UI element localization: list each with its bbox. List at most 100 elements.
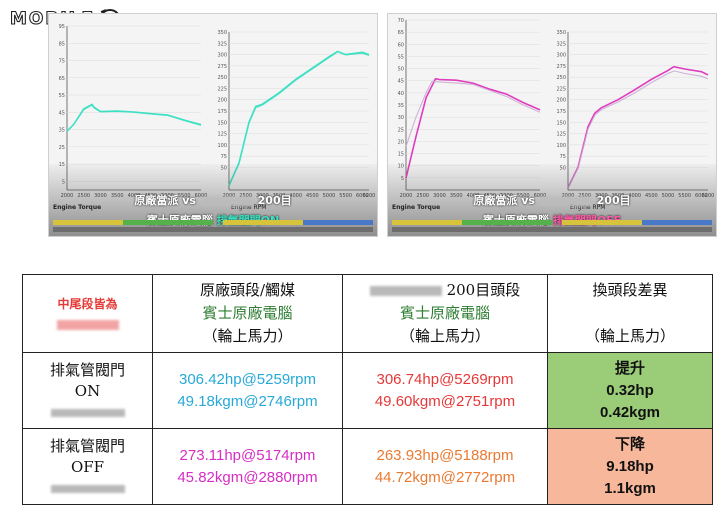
- blurred-brand: [23, 402, 152, 421]
- y-tick-label: 250: [556, 75, 566, 81]
- series-line: [228, 51, 370, 186]
- y-tick-label: 70: [398, 18, 404, 24]
- series-line: [405, 80, 541, 147]
- axis-label-torque: Engine Torque: [392, 204, 441, 211]
- col-stock-ecu: 賓士原廠電腦: [202, 304, 293, 322]
- y-tick-label: 275: [217, 64, 227, 70]
- mod-off-power: 263.93hp@5188rpm: [376, 446, 514, 464]
- axis-label-rpm: Engine RPM: [231, 204, 267, 211]
- stock-on-power: 306.42hp@5259rpm: [179, 370, 316, 388]
- y-tick-label: 65: [59, 76, 65, 82]
- diff-on-torque: 0.42kgm: [599, 403, 661, 421]
- y-tick-label: 40: [398, 91, 404, 97]
- diff-on-cell: 提升 0.32hp 0.42kgm: [547, 352, 713, 429]
- stock-off-torque: 45.82kgm@2880rpm: [177, 468, 318, 486]
- y-tick-label: 75: [59, 59, 65, 65]
- col-stock-title: 原廠頭段/觸媒: [199, 281, 296, 299]
- diff-off-cell: 下降 9.18hp 1.1kgm: [547, 428, 713, 505]
- y-tick-label: 175: [217, 109, 227, 115]
- y-tick-label: 85: [59, 41, 65, 47]
- dyno-readout-strip: [392, 220, 712, 234]
- stock-on-torque: 49.18kgm@2746rpm: [177, 392, 318, 410]
- y-tick-label: 125: [217, 132, 227, 138]
- row-label-on: 排氣管閥門 ON: [22, 352, 153, 429]
- y-tick-label: 150: [556, 120, 566, 126]
- corner-cell: 中尾段皆為: [22, 274, 153, 353]
- mod-on-power: 306.74hp@5269rpm: [376, 370, 514, 388]
- series-line: [567, 65, 709, 189]
- y-tick-label: 75: [560, 154, 566, 160]
- caption-prefix: 原廠當派 vs: [473, 194, 535, 207]
- y-tick-label: 225: [217, 86, 227, 92]
- caption-line-1: 原廠當派 vs 200目: [388, 192, 716, 208]
- y-tick-label: 30: [398, 115, 404, 121]
- col-mod-title: 200目頭段: [343, 279, 547, 302]
- col-mod-header: 200目頭段 賓士原廠電腦 （輪上馬力）: [342, 274, 548, 353]
- blurred-brand: [540, 196, 591, 206]
- y-tick-label: 350: [556, 30, 566, 36]
- y-tick-label: 20: [398, 139, 404, 145]
- y-tick-label: 325: [217, 41, 227, 47]
- y-tick-label: 55: [59, 93, 65, 99]
- y-tick-label: 35: [398, 103, 404, 109]
- y-tick-label: 25: [398, 127, 404, 133]
- dyno-panel-valve-off: 5101520253035404550556065702000250030003…: [387, 13, 717, 237]
- table-header-row: 中尾段皆為 原廠頭段/觸媒 賓士原廠電腦 （輪上馬力） 200目頭段 賓士原廠電…: [22, 274, 713, 353]
- dyno-panel-valve-on: 5152535455565758595200025003000350040004…: [48, 13, 378, 237]
- col-diff-unit: （輪上馬力）: [584, 327, 675, 345]
- table-row-valve-off: 排氣管閥門 OFF 273.11hp@5174rpm 45.82kgm@2880…: [22, 428, 713, 505]
- blurred-brand: [201, 196, 252, 206]
- comparison-table: 中尾段皆為 原廠頭段/觸媒 賓士原廠電腦 （輪上馬力） 200目頭段 賓士原廠電…: [22, 274, 713, 505]
- col-stock-header: 原廠頭段/觸媒 賓士原廠電腦 （輪上馬力）: [152, 274, 343, 353]
- y-tick-label: 45: [398, 79, 404, 85]
- y-tick-label: 200: [556, 98, 566, 104]
- mod-off-torque: 44.72kgm@2772rpm: [374, 468, 516, 486]
- y-tick-label: 45: [59, 110, 65, 116]
- axis-label-rpm: Engine RPM: [570, 204, 606, 211]
- y-tick-label: 225: [556, 86, 566, 92]
- caption-line-1: 原廠當派 vs 200目: [49, 192, 377, 208]
- diff-off-torque: 1.1kgm: [604, 479, 656, 497]
- y-tick-label: 15: [398, 152, 404, 158]
- y-tick-label: 300: [556, 53, 566, 59]
- blurred-brand: [23, 478, 152, 497]
- mod-on-cell: 306.74hp@5269rpm 49.60kgm@2751rpm: [342, 352, 548, 429]
- y-tick-label: 75: [221, 154, 227, 160]
- y-tick-label: 25: [59, 145, 65, 151]
- series-line: [66, 104, 202, 132]
- y-tick-label: 65: [398, 30, 404, 36]
- row-label-title: 排氣管閥門: [49, 361, 125, 379]
- y-tick-label: 100: [556, 143, 566, 149]
- row-label-state: ON: [74, 382, 101, 400]
- y-tick-label: 100: [217, 143, 227, 149]
- y-tick-label: 35: [59, 128, 65, 134]
- col-mod-ecu: 賓士原廠電腦: [399, 304, 490, 322]
- mod-off-cell: 263.93hp@5188rpm 44.72kgm@2772rpm: [342, 428, 548, 505]
- mod-on-torque: 49.60kgm@2751rpm: [374, 392, 516, 410]
- caption-prefix: 原廠當派 vs: [134, 194, 196, 207]
- stock-on-cell: 306.42hp@5259rpm 49.18kgm@2746rpm: [152, 352, 343, 429]
- col-mod-unit: （輪上馬力）: [399, 327, 490, 345]
- caption-suffix: 200目: [257, 194, 292, 207]
- row-label-title: 排氣管閥門: [49, 437, 125, 455]
- table-row-valve-on: 排氣管閥門 ON 306.42hp@5259rpm 49.18kgm@2746r…: [22, 352, 713, 429]
- y-tick-label: 150: [217, 120, 227, 126]
- y-tick-label: 95: [59, 24, 65, 30]
- y-tick-label: 325: [556, 41, 566, 47]
- y-tick-label: 60: [398, 42, 404, 48]
- stock-off-power: 273.11hp@5174rpm: [179, 446, 316, 464]
- y-tick-label: 50: [398, 67, 404, 73]
- diff-on-power: 0.32hp: [606, 381, 654, 399]
- y-tick-label: 55: [398, 54, 404, 60]
- corner-note: 中尾段皆為: [57, 297, 118, 311]
- series-line: [567, 70, 709, 188]
- dyno-readout-strip: [53, 220, 373, 234]
- diff-off-word: 下降: [614, 435, 645, 453]
- y-tick-label: 275: [556, 64, 566, 70]
- y-tick-label: 125: [556, 132, 566, 138]
- y-tick-label: 300: [217, 53, 227, 59]
- row-label-off: 排氣管閥門 OFF: [22, 428, 153, 505]
- col-stock-unit: （輪上馬力）: [202, 327, 293, 345]
- diff-on-word: 提升: [614, 359, 645, 377]
- stock-off-cell: 273.11hp@5174rpm 45.82kgm@2880rpm: [152, 428, 343, 505]
